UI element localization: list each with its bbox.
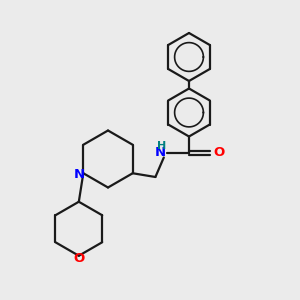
Text: N: N [74, 168, 85, 181]
Text: N: N [155, 146, 166, 160]
Text: O: O [214, 146, 225, 160]
Text: O: O [73, 252, 84, 265]
Text: H: H [158, 141, 166, 152]
